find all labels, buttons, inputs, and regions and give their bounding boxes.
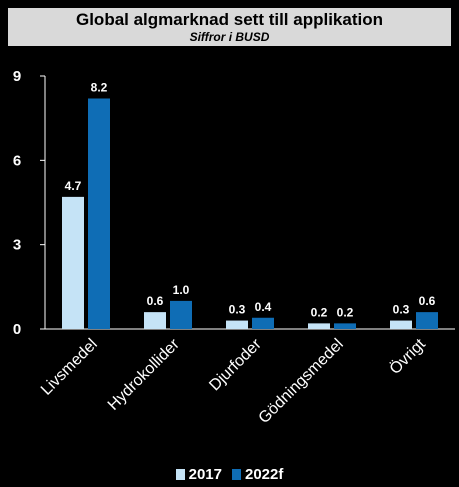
x-tick-label: Livsmedel: [38, 336, 101, 399]
bar-2022f: [170, 300, 192, 329]
bar-2017: [308, 323, 330, 329]
x-tick-label: Gödningsmedel: [256, 336, 347, 427]
bar-2022f: [252, 317, 274, 329]
data-label-2022f: 8.2: [91, 80, 108, 94]
legend-item-2017: 2017: [175, 465, 222, 483]
chart-title-box: Global algmarknad sett till applikation …: [8, 8, 451, 46]
legend-swatch-2017: [175, 468, 185, 480]
x-tick-label: Hydrokollider: [105, 335, 184, 414]
data-label-2022f: 0.4: [255, 300, 272, 314]
legend-label-2017: 2017: [188, 465, 222, 483]
x-tick-label: Djurfoder: [206, 335, 265, 394]
chart-subtitle: Siffror i BUSD: [189, 30, 270, 44]
bar-2022f: [88, 98, 110, 329]
legend-label-2022f: 2022f: [245, 465, 284, 483]
data-label-2017: 4.7: [65, 179, 82, 193]
legend-item-2022f: 2022f: [232, 466, 283, 483]
data-label-2022f: 1.0: [173, 283, 190, 297]
data-label-2017: 0.2: [311, 305, 328, 319]
x-tick-label: Övrigt: [386, 335, 429, 378]
legend-swatch-2022f: [232, 468, 241, 480]
bar-2017: [390, 320, 412, 329]
bar-2017: [226, 320, 248, 329]
data-label-2017: 0.6: [147, 294, 164, 308]
chart-title: Global algmarknad sett till applikation: [75, 10, 383, 29]
bar-2017: [144, 312, 166, 329]
y-tick-label: 0: [13, 321, 21, 338]
data-label-2017: 0.3: [393, 303, 410, 317]
y-tick-label: 9: [13, 68, 21, 85]
data-label-2022f: 0.6: [419, 294, 436, 308]
y-tick-label: 6: [13, 152, 21, 169]
legend: 2017 2022f: [0, 464, 459, 484]
bar-2017: [62, 196, 84, 329]
bar-2022f: [334, 323, 356, 329]
bar-2022f: [416, 312, 438, 329]
data-label-2017: 0.3: [229, 303, 246, 317]
data-label-2022f: 0.2: [337, 305, 354, 319]
y-tick-label: 3: [13, 237, 21, 254]
